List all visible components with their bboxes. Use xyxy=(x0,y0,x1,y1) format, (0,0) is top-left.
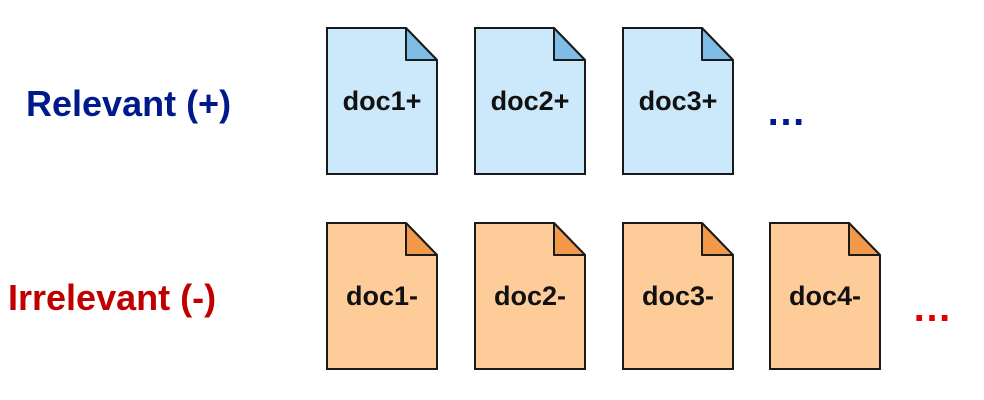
irrelevant-doc-4: doc4- xyxy=(769,222,881,370)
doc-label: doc3- xyxy=(641,281,714,311)
doc-label: doc4- xyxy=(788,281,861,311)
relevant-doc-3: doc3+ xyxy=(622,27,734,175)
document-icon xyxy=(622,27,734,175)
document-icon xyxy=(326,222,438,370)
doc-label: doc3+ xyxy=(638,86,718,116)
irrelevant-doc-2: doc2- xyxy=(474,222,586,370)
document-icon xyxy=(474,222,586,370)
irrelevant-doc-3: doc3- xyxy=(622,222,734,370)
irrelevant-ellipsis: … xyxy=(912,286,954,330)
irrelevant-row-label: Irrelevant (-) xyxy=(8,277,217,318)
relevant-row-label: Relevant (+) xyxy=(26,83,232,124)
doc-label: doc1- xyxy=(345,281,418,311)
relevant-doc-2: doc2+ xyxy=(474,27,586,175)
document-icon xyxy=(769,222,881,370)
doc-label: doc1+ xyxy=(342,86,422,116)
document-icon xyxy=(326,27,438,175)
irrelevant-doc-1: doc1- xyxy=(326,222,438,370)
doc-label: doc2- xyxy=(493,281,566,311)
document-icon xyxy=(622,222,734,370)
relevant-doc-1: doc1+ xyxy=(326,27,438,175)
document-icon xyxy=(474,27,586,175)
relevant-ellipsis: … xyxy=(766,90,808,134)
doc-label: doc2+ xyxy=(490,86,570,116)
